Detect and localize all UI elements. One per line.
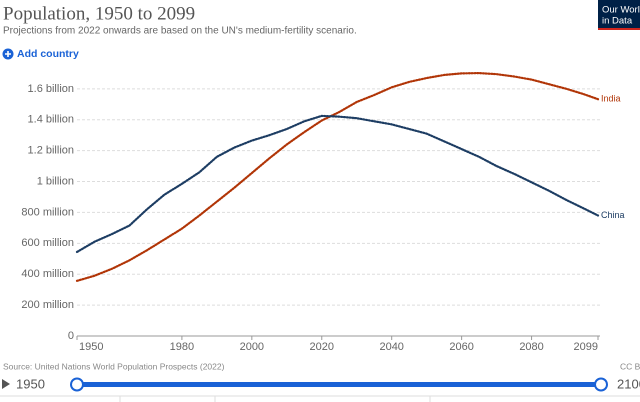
y-tick-label: 1.4 billion (28, 114, 74, 126)
add-country-button[interactable]: Add country (2, 48, 79, 60)
timeline-track[interactable] (75, 382, 602, 387)
timeline-start: 1950 (16, 376, 45, 391)
subtitle: Projections from 2022 onwards are based … (3, 26, 357, 37)
x-tick-label: 2099 (574, 341, 598, 353)
logo-text: in Data (602, 16, 633, 27)
y-tick-label: 400 million (21, 268, 74, 280)
y-tick-label: 800 million (21, 206, 74, 218)
series-label: China (601, 210, 625, 220)
logo[interactable]: Our World in Data (598, 0, 640, 30)
line (75, 71, 600, 282)
source: Source: United Nations World Population … (3, 361, 225, 371)
logo-text: Our World (602, 5, 640, 16)
add-country-label[interactable]: Add country (17, 48, 79, 60)
timeline-handle[interactable] (70, 377, 84, 392)
x-tick-label: 2060 (449, 341, 473, 353)
license: CC BY (620, 361, 640, 371)
y-tick-label: 600 million (21, 237, 74, 249)
add-icon-plus (5, 51, 11, 57)
series-label: India (601, 94, 621, 104)
line (75, 114, 600, 254)
timeline-handle[interactable] (594, 377, 608, 392)
play-button[interactable] (2, 379, 10, 389)
logo-box (598, 0, 640, 30)
x-tick-label: 2040 (379, 341, 403, 353)
x-tick-label: 2000 (240, 341, 264, 353)
x-tick-label: 1950 (79, 341, 103, 353)
logo-underline (598, 28, 640, 30)
x-tick-label: 1980 (170, 341, 194, 353)
y-tick-label: 1.6 billion (28, 83, 74, 95)
chart-title: Population, 1950 to 2099 (3, 3, 195, 24)
y-tick-label: 0 (68, 330, 74, 342)
y-tick-label: 1 billion (37, 175, 74, 187)
y-tick-label: 200 million (21, 299, 74, 311)
y-tick-label: 1.2 billion (28, 145, 74, 157)
x-tick-label: 2020 (310, 341, 334, 353)
x-tick-label: 2080 (519, 341, 543, 353)
